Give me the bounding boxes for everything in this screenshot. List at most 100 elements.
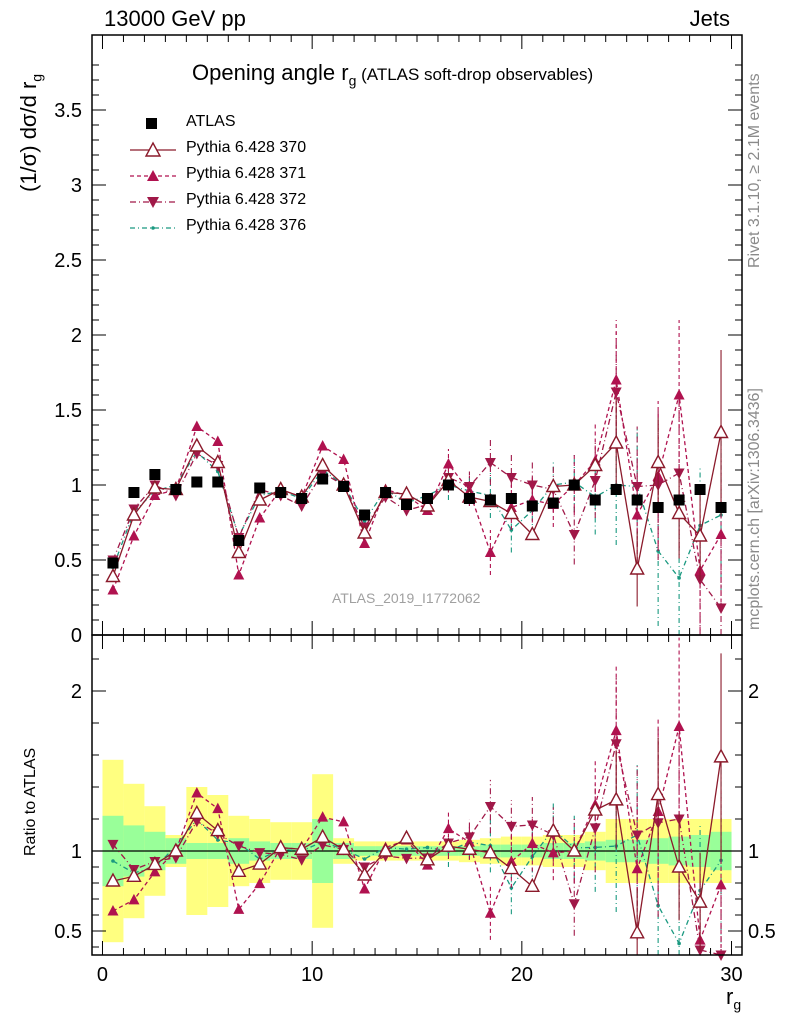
point-atlas [484,494,496,506]
point-pythia-6-428-371 [631,862,643,874]
point-atlas [547,497,559,509]
point-pythia-6-428-376 [404,847,409,851]
point-atlas [359,509,371,521]
point-pythia-6-428-371 [547,846,559,858]
point-pythia-6-428-370 [650,454,666,469]
point-pythia-6-428-370 [168,842,184,857]
point-pythia-6-428-370 [419,851,436,866]
header-right: Jets [689,6,730,31]
series-line-pythia-6-428-371 [112,726,722,941]
point-atlas [254,482,266,494]
point-pythia-6-428-371 [317,811,329,822]
series-line-pythia-6-428-372 [112,391,722,609]
xlabel-sub: g [733,996,742,1013]
point-pythia-6-428-371 [233,569,245,580]
point-pythia-6-428-371 [715,528,727,539]
point-pythia-6-428-371 [442,458,454,469]
plot-title-rest: (ATLAS soft-drop observables) [356,65,594,84]
point-atlas [463,493,475,504]
point-pythia-6-428-370 [356,524,373,539]
point-atlas [296,493,308,504]
point-pythia-6-428-371 [191,786,203,798]
point-pythia-6-428-371 [149,489,161,500]
point-atlas [317,473,329,485]
ratio-y-tick-label: 0.5 [54,921,82,943]
legend-marker-atlas [146,118,157,129]
y-tick-label: 1 [71,475,82,497]
series-line-pythia-6-428-372 [112,743,722,956]
point-pythia-6-428-376 [425,845,430,850]
point-pythia-6-428-370 [105,872,121,887]
ratio-y-tick-label: 1 [71,841,82,863]
point-pythia-6-428-376 [111,859,115,863]
point-pythia-6-428-371 [338,815,350,827]
point-pythia-6-428-371 [128,893,140,905]
point-pythia-6-428-370 [692,527,708,542]
point-pythia-6-428-372 [589,823,601,834]
point-pythia-6-428-371 [442,822,454,834]
point-pythia-6-428-372 [484,802,496,813]
point-atlas [128,487,140,498]
xlabel: rg [726,984,741,1012]
plot-title-main: Opening angle r [192,60,349,85]
legend-marker-371 [130,170,176,181]
point-pythia-6-428-376 [216,838,220,842]
point-atlas [275,487,287,498]
point-atlas [442,479,454,491]
point-pythia-6-428-372 [254,848,266,859]
point-atlas [526,500,538,512]
point-atlas [568,479,580,491]
x-tick-label: 30 [720,964,742,986]
point-pythia-6-428-372 [296,855,308,866]
point-atlas [233,535,245,546]
point-pythia-6-428-372 [107,839,119,851]
point-pythia-6-428-371 [212,802,224,814]
point-pythia-6-428-370 [126,506,142,521]
x-tick-label: 20 [511,964,533,986]
point-pythia-6-428-370 [608,791,624,806]
point-pythia-6-428-372 [296,501,308,512]
series-line-pythia-6-428-376 [112,818,722,945]
point-pythia-6-428-371 [359,537,371,548]
point-pythia-6-428-372 [505,473,517,484]
plot-title: Opening angle rg (ATLAS soft-drop observ… [192,60,593,88]
point-pythia-6-428-370 [210,454,226,469]
point-atlas [421,493,433,504]
point-pythia-6-428-370 [398,829,415,844]
point-pythia-6-428-372 [233,841,245,852]
legend-label-371: Pythia 6.428 371 [186,165,307,182]
ratio-y-tick-label-right: 1 [748,841,759,863]
point-pythia-6-428-370 [692,893,708,908]
point-pythia-6-428-370 [356,866,373,881]
ratio-y-tick-label: 2 [71,681,82,703]
ratio-y-tick-label-right: 2 [748,681,759,703]
point-atlas [401,499,413,510]
point-pythia-6-428-370 [147,479,163,494]
point-pythia-6-428-370 [147,855,163,871]
legend-entry-atlas: ATLAS [130,112,370,136]
point-pythia-6-428-370 [314,828,331,843]
point-pythia-6-428-372 [568,899,580,910]
point-atlas [191,476,203,488]
point-pythia-6-428-370 [189,437,205,452]
point-pythia-6-428-370 [524,526,540,541]
point-pythia-6-428-372 [484,458,496,469]
point-atlas [715,502,727,513]
point-pythia-6-428-371 [233,903,245,914]
y-tick-label: 1.5 [54,400,82,422]
point-pythia-6-428-371 [631,509,643,520]
point-pythia-6-428-372 [631,830,643,841]
point-pythia-6-428-371 [484,546,496,557]
x-tick-label: 10 [301,964,323,986]
legend-marker-372 [130,197,176,208]
point-pythia-6-428-371 [107,584,119,595]
point-pythia-6-428-371 [484,907,496,918]
point-atlas [694,484,706,495]
point-pythia-6-428-370 [482,844,499,859]
point-atlas [589,494,601,506]
point-pythia-6-428-371 [610,724,622,736]
point-atlas [652,502,664,513]
y-tick-label: 3.5 [54,100,82,122]
legend-label-372: Pythia 6.428 372 [186,191,307,208]
